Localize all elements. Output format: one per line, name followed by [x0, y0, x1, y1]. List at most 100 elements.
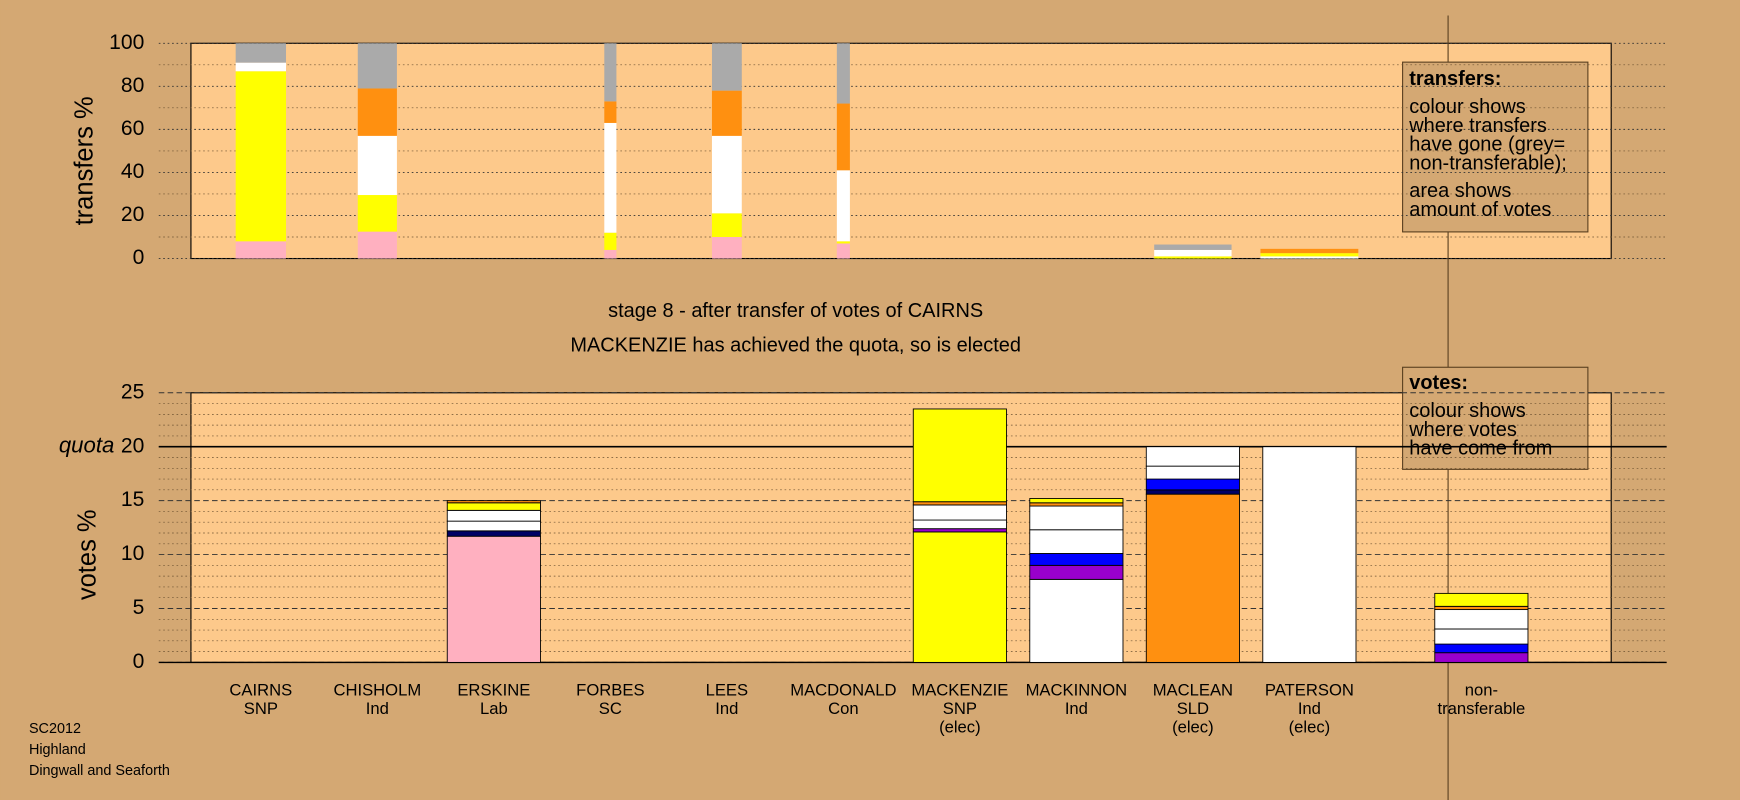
y-tick-label: 5 [133, 596, 145, 619]
bar-segment [1145, 493, 1240, 663]
x-tick-label: CHISHOLM [333, 681, 421, 700]
x-tick-label: (elec) [939, 717, 981, 736]
x-tick-label: Ind [1298, 699, 1321, 718]
bar-segment [1145, 478, 1240, 491]
x-tick-label: Con [828, 699, 859, 718]
bar-segment [836, 243, 850, 259]
note-box [1402, 61, 1589, 233]
x-tick-label: transferable [1437, 699, 1525, 718]
bar-segment [604, 43, 617, 102]
x-tick-label: SNP [244, 699, 278, 718]
y-tick-label: 0 [133, 650, 145, 673]
x-tick-label: Lab [480, 699, 508, 718]
bar-segment [357, 231, 397, 259]
plot-area [190, 392, 1612, 663]
x-tick-label: CAIRNS [229, 681, 292, 700]
bar-segment [1434, 643, 1529, 654]
bar-segment [235, 43, 287, 63]
bar-segment [1029, 553, 1124, 566]
y-tick-label: 10 [121, 542, 144, 565]
x-tick-label: ERSKINE [457, 681, 530, 700]
bar-segment [357, 195, 397, 232]
y-tick-label: 40 [121, 160, 144, 183]
x-tick-label: SNP [943, 699, 977, 718]
bar-segment [604, 232, 617, 250]
bar-segment [912, 501, 1007, 506]
bar-segment [1029, 564, 1124, 580]
note-text: have come from [1409, 438, 1552, 460]
x-tick-label: Ind [715, 699, 738, 718]
bar-segment [836, 43, 850, 104]
note-text: have gone (grey= [1409, 134, 1565, 156]
bar-segment [1434, 605, 1529, 611]
y-tick-label: 60 [121, 117, 144, 140]
bar-segment [711, 90, 742, 136]
footer-line: Highland [29, 742, 86, 758]
y-tick-label: 15 [121, 488, 144, 511]
bar-segment [1145, 465, 1240, 480]
bar-segment [357, 135, 397, 196]
bar-segment [836, 241, 850, 244]
x-tick-label: FORBES [576, 681, 644, 700]
y-axis-label: votes % [74, 509, 102, 600]
note-box [1402, 366, 1589, 470]
x-tick-label: MACKINNON [1026, 681, 1128, 700]
bar-segment [912, 408, 1007, 503]
bar-segment [912, 519, 1007, 530]
footer-line: SC2012 [29, 721, 81, 737]
bar-segment [1145, 489, 1240, 495]
bar-segment [446, 500, 541, 504]
x-tick-label: (elec) [1289, 717, 1331, 736]
bar-segment [1154, 244, 1232, 250]
bar-segment [357, 43, 397, 89]
y-tick-label: 100 [109, 31, 144, 54]
bar-segment [1260, 256, 1359, 259]
bar-segment [1434, 652, 1529, 663]
y-tick-label: 25 [121, 380, 144, 403]
bar-segment [1029, 578, 1124, 663]
footer-line: Dingwall and Seaforth [29, 763, 170, 779]
note-text: where votes [1408, 419, 1517, 441]
note-text: colour shows [1409, 96, 1526, 118]
bar-segment [1262, 446, 1357, 663]
bar-segment [1029, 505, 1124, 531]
note-text: colour shows [1409, 400, 1526, 422]
bar-segment [711, 43, 742, 91]
bar-segment [1029, 529, 1124, 554]
bar-segment [446, 530, 541, 537]
x-tick-label: Ind [366, 699, 389, 718]
bar-segment [1434, 592, 1529, 607]
bar-segment [604, 101, 617, 123]
note-text: amount of votes [1409, 199, 1551, 221]
quota-label: quota [59, 433, 115, 458]
bar-segment [235, 241, 287, 259]
bar-segment [912, 504, 1007, 521]
x-tick-label: (elec) [1172, 717, 1214, 736]
y-tick-label: 20 [121, 203, 144, 226]
bar-segment [1434, 628, 1529, 645]
bar-segment [604, 122, 617, 233]
x-tick-label: MACDONALD [790, 681, 896, 700]
bar-segment [1154, 256, 1232, 259]
bar-segment [836, 103, 850, 171]
bar-segment [711, 213, 742, 238]
x-tick-label: MACKENZIE [911, 681, 1008, 700]
bar-segment [1434, 609, 1529, 630]
x-tick-label: LEES [706, 681, 749, 700]
x-tick-label: MACLEAN [1153, 681, 1233, 700]
y-tick-label: 0 [133, 246, 145, 269]
note-text: where transfers [1408, 115, 1547, 137]
bar-segment [1154, 249, 1232, 257]
bar-segment [1029, 502, 1124, 507]
bar-segment [446, 535, 541, 663]
note-text: area shows [1409, 180, 1511, 202]
x-tick-label: SLD [1177, 699, 1209, 718]
bar-segment [836, 170, 850, 242]
bar-segment [235, 71, 287, 242]
bar-segment [235, 62, 287, 72]
y-axis-label: transfers % [70, 96, 98, 225]
y-tick-label: 80 [121, 74, 144, 97]
y-tick-label: 20 [121, 434, 144, 457]
